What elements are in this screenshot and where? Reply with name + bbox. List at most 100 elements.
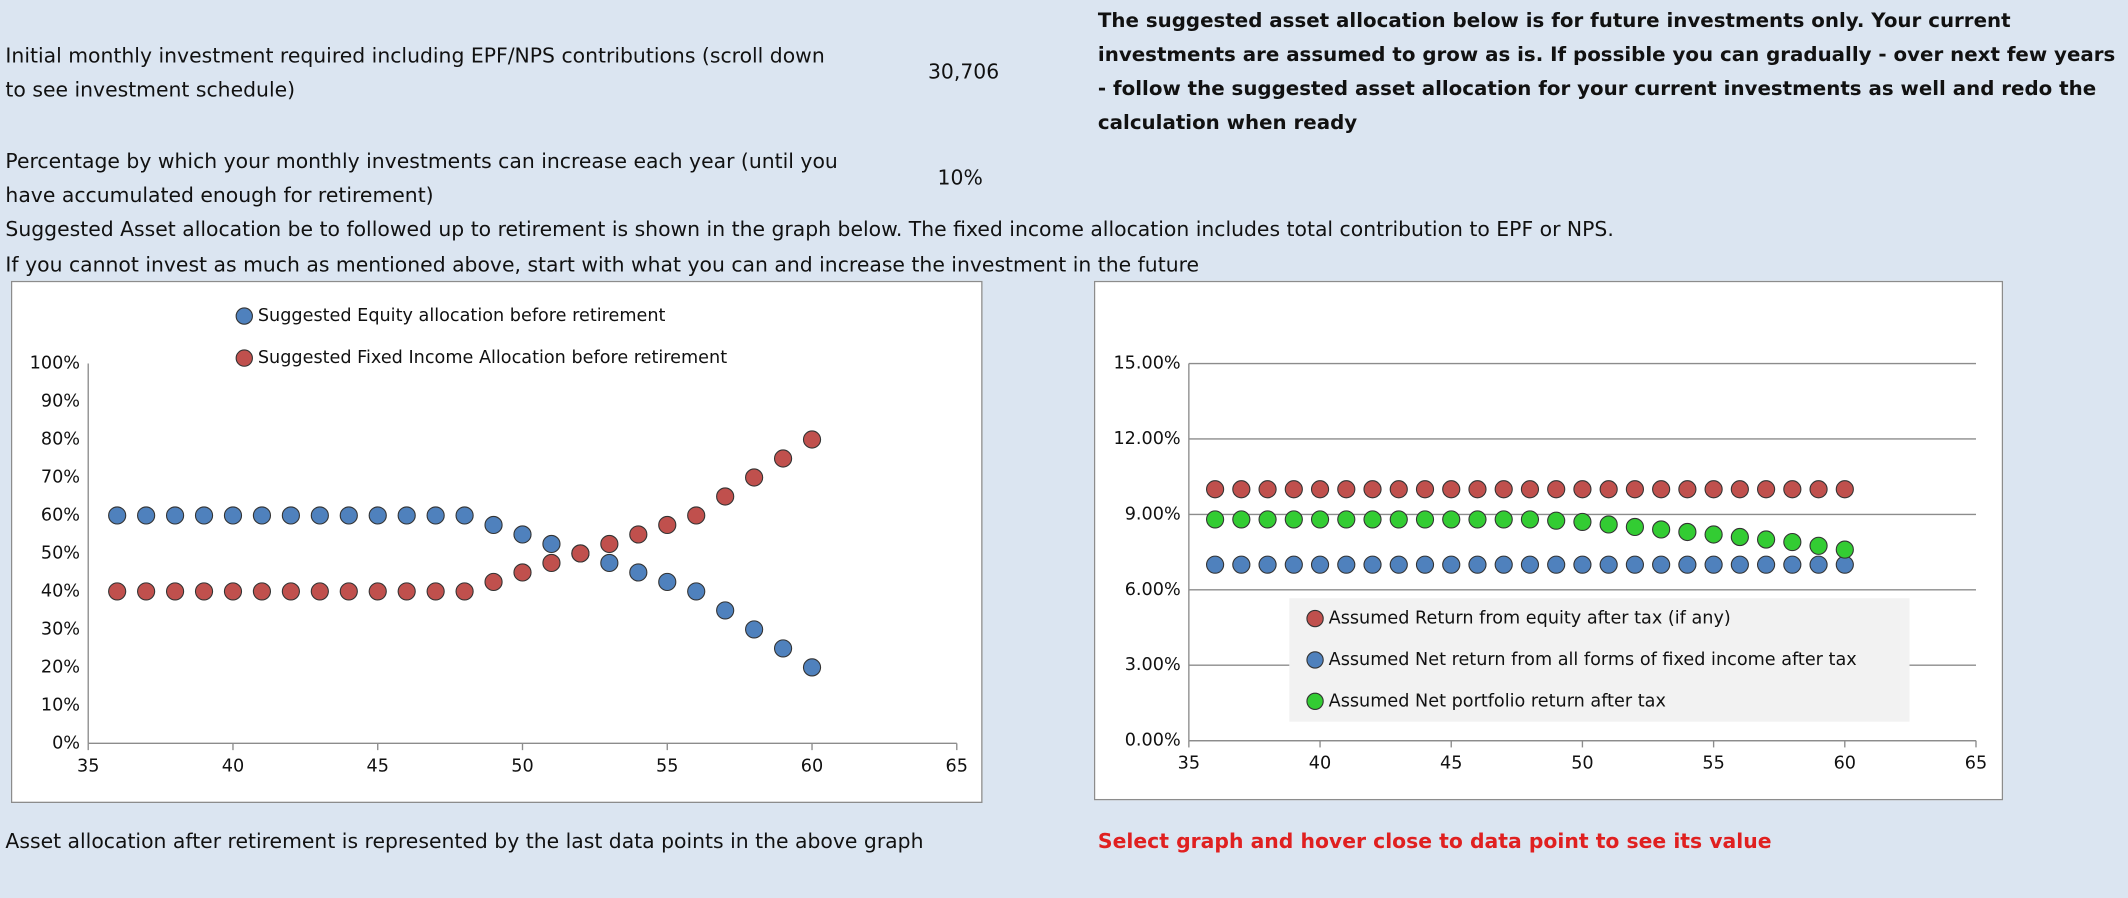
data-point: [1678, 555, 1697, 574]
data-point: [1730, 480, 1749, 499]
data-point: [281, 506, 300, 525]
data-point: [1232, 510, 1251, 529]
data-point: [1547, 511, 1566, 530]
data-point: [1258, 510, 1277, 529]
x-tick-label: 50: [511, 756, 533, 776]
data-point: [1415, 510, 1435, 529]
data-point: [1783, 532, 1802, 552]
description: If you cannot invest as much as mentione…: [5, 252, 1200, 277]
data-point: [1652, 520, 1671, 539]
data-point: [773, 639, 793, 658]
allocation-chart[interactable]: 0% 10% 20% 30% 40% 50% 60% 70% 80% 90% 100% 35 40 45 5…: [10, 280, 983, 804]
data-point: [1415, 555, 1435, 574]
data-point: [1756, 555, 1776, 574]
data-point: [1337, 555, 1356, 574]
y-tick-label: 10%: [41, 695, 80, 715]
y-tick-label: 80%: [41, 430, 80, 450]
data-point: [1232, 555, 1251, 574]
data-point: [484, 572, 503, 592]
y-tick-label: 60%: [41, 505, 80, 525]
y-tick-label: 70%: [41, 467, 80, 487]
data-point: [1442, 510, 1461, 529]
data-point: [1494, 480, 1513, 499]
y-tick-label: 20%: [41, 657, 80, 677]
data-point: [773, 449, 793, 468]
data-point: [281, 582, 300, 601]
data-point: [1573, 480, 1592, 499]
data-point: [1678, 522, 1697, 542]
x-tick-label: 35: [1178, 754, 1200, 774]
data-point: [1363, 555, 1382, 574]
input-value[interactable]: 10%: [937, 165, 983, 190]
y-tick-label: 15.00%: [1113, 354, 1180, 374]
data-point: [1835, 480, 1854, 499]
y-tick-label: 50%: [41, 543, 80, 563]
data-point: [339, 582, 358, 601]
y-tick-label: 3.00%: [1125, 655, 1181, 675]
data-point: [1310, 555, 1330, 574]
data-point: [1730, 527, 1749, 547]
y-tick-label: 0%: [52, 733, 80, 753]
data-point: [397, 582, 416, 601]
data-point: [223, 582, 243, 601]
data-point: [629, 525, 648, 544]
input-label: Initial monthly investment required incl…: [5, 43, 825, 102]
data-point: [426, 506, 445, 525]
data-point: [1284, 480, 1303, 499]
data-point: [1652, 555, 1671, 574]
data-point: [1573, 555, 1592, 574]
x-tick-label: 35: [77, 756, 99, 776]
chart-frame: [10, 280, 983, 804]
data-point: [1205, 555, 1225, 574]
returns-chart[interactable]: 0.00% 3.00% 6.00% 9.00% 12.00% 15.00% 35 40 45 50…: [1093, 280, 2004, 801]
legend-label: Assumed Return from equity after tax (if…: [1329, 609, 1731, 629]
y-tick-label: 30%: [41, 619, 80, 639]
data-point: [1625, 480, 1644, 499]
data-point: [571, 544, 590, 563]
legend-box: [1289, 598, 1910, 722]
legend-marker: [1306, 609, 1324, 628]
data-point: [1520, 510, 1540, 529]
data-point: [252, 582, 272, 601]
data-point: [542, 534, 561, 554]
data-point: [1835, 555, 1854, 574]
data-point: [1625, 517, 1644, 537]
data-point: [1494, 555, 1513, 574]
data-point: [745, 468, 764, 487]
data-point: [1599, 480, 1618, 499]
data-point: [1599, 555, 1618, 574]
x-tick-label: 60: [1834, 754, 1856, 774]
data-point: [426, 582, 445, 601]
x-tick-label: 40: [222, 756, 244, 776]
data-point: [1284, 555, 1303, 574]
data-point: [1205, 510, 1225, 529]
y-tick-label: 40%: [41, 581, 80, 601]
data-point: [223, 506, 243, 525]
data-point: [252, 506, 272, 525]
data-point: [1704, 480, 1723, 499]
data-point: [745, 620, 764, 639]
footer-note: Asset allocation after retirement is rep…: [5, 828, 924, 854]
data-point: [1389, 480, 1408, 499]
data-point: [165, 506, 185, 525]
hover-hint: Select graph and hover close to data poi…: [1097, 828, 1772, 854]
x-tick-label: 45: [367, 756, 389, 776]
data-point: [1337, 510, 1356, 529]
data-point: [513, 563, 532, 582]
data-point: [137, 506, 156, 525]
input-value[interactable]: 30,706: [927, 59, 1000, 85]
data-point: [1415, 480, 1435, 499]
data-point: [368, 582, 387, 601]
x-tick-label: 40: [1309, 754, 1331, 774]
y-tick-label: 12.00%: [1113, 429, 1180, 449]
data-point: [600, 553, 619, 573]
data-point: [1756, 480, 1776, 499]
data-point: [1310, 480, 1330, 499]
data-point: [1809, 555, 1828, 574]
x-tick-label: 55: [1702, 754, 1724, 774]
data-point: [600, 534, 619, 554]
data-point: [1678, 480, 1697, 499]
legend-label: Assumed Net return from all forms of fix…: [1329, 650, 1857, 670]
data-point: [1442, 480, 1461, 499]
data-point: [542, 553, 561, 573]
